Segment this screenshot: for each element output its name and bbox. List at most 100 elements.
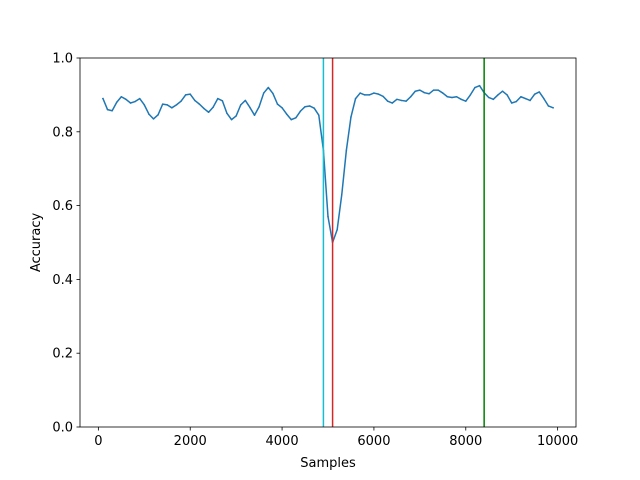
data-point (115, 101, 118, 104)
axes-spines (79, 57, 577, 428)
data-point (221, 100, 224, 102)
data-point (253, 114, 256, 116)
data-point (157, 114, 159, 116)
data-point (262, 92, 265, 94)
data-point (396, 98, 398, 101)
data-point (272, 92, 274, 95)
data-point (138, 97, 141, 100)
data-point (171, 107, 173, 109)
data-point (492, 98, 495, 101)
data-point (134, 100, 136, 103)
data-point (189, 93, 191, 95)
x-axis-ticks: 0 2000 4000 6000 8000 10000 (94, 427, 578, 449)
data-point (194, 99, 196, 102)
data-point (451, 96, 453, 99)
data-point (423, 91, 426, 94)
data-point (359, 92, 361, 94)
x-tick-label: 8000 (449, 434, 482, 449)
data-point (419, 89, 421, 91)
data-point (510, 102, 513, 104)
data-point (180, 100, 182, 102)
data-point (368, 94, 371, 96)
data-point (239, 104, 242, 106)
data-point (497, 94, 499, 96)
data-point (455, 96, 458, 98)
data-point (212, 106, 214, 108)
data-point (217, 97, 219, 100)
data-point (106, 108, 109, 111)
data-point (207, 111, 210, 113)
data-point (166, 104, 169, 106)
data-point (501, 90, 504, 92)
data-point (442, 92, 444, 94)
data-point (487, 96, 490, 99)
data-point (469, 94, 472, 96)
data-point (432, 89, 435, 91)
x-tick-label: 6000 (357, 434, 390, 449)
data-point (290, 118, 293, 121)
data-point (230, 118, 233, 121)
data-point (235, 115, 237, 117)
data-point (543, 97, 545, 100)
data-point (244, 99, 247, 102)
x-tick-label: 4000 (266, 434, 299, 449)
data-point (515, 100, 518, 103)
data-point (161, 103, 164, 105)
data-point (299, 110, 302, 112)
data-point (345, 149, 348, 151)
y-tick-label: 1.0 (52, 52, 73, 67)
data-point (175, 104, 178, 106)
data-point (382, 95, 384, 98)
y-tick-label: 0.0 (52, 421, 73, 436)
data-point (354, 97, 357, 100)
data-point (295, 117, 297, 119)
axes-frame (79, 57, 577, 428)
data-point (446, 96, 449, 98)
data-point (547, 105, 550, 107)
data-point (120, 96, 123, 98)
data-point (143, 104, 146, 106)
data-point (414, 90, 417, 92)
data-point (125, 98, 127, 101)
x-tick-label: 0 (94, 434, 102, 449)
data-point (313, 107, 315, 109)
data-point (350, 116, 352, 118)
data-point (226, 112, 228, 115)
data-point (524, 97, 527, 100)
data-point (520, 96, 522, 98)
data-point (478, 84, 481, 87)
data-point (460, 98, 462, 101)
data-point (327, 215, 329, 218)
y-tick-label: 0.6 (52, 199, 73, 214)
data-point (304, 105, 306, 108)
data-point (373, 92, 375, 94)
marks-layer (101, 58, 555, 427)
data-point (258, 105, 260, 108)
plot-area (80, 58, 576, 427)
data-point (552, 107, 554, 109)
data-point (341, 193, 343, 196)
data-point (405, 100, 407, 102)
data-point (363, 94, 366, 96)
data-point (336, 228, 338, 231)
data-point (267, 86, 270, 89)
data-point (308, 105, 311, 107)
data-point (391, 102, 394, 104)
y-axis-ticks: 0.0 0.2 0.4 0.6 0.8 1.0 (52, 52, 80, 436)
data-point (409, 96, 412, 98)
data-point (203, 107, 205, 110)
y-tick-label: 0.8 (52, 125, 73, 140)
x-tick-label: 10000 (537, 434, 578, 449)
data-point (465, 100, 467, 102)
data-point (400, 99, 403, 102)
data-point (102, 97, 104, 100)
x-tick-label: 2000 (174, 434, 207, 449)
data-point (198, 103, 201, 105)
y-tick-label: 0.4 (52, 273, 73, 288)
data-point (184, 94, 187, 96)
data-point (281, 107, 283, 109)
data-point (538, 91, 541, 93)
data-point (111, 110, 113, 112)
data-point (533, 93, 536, 95)
